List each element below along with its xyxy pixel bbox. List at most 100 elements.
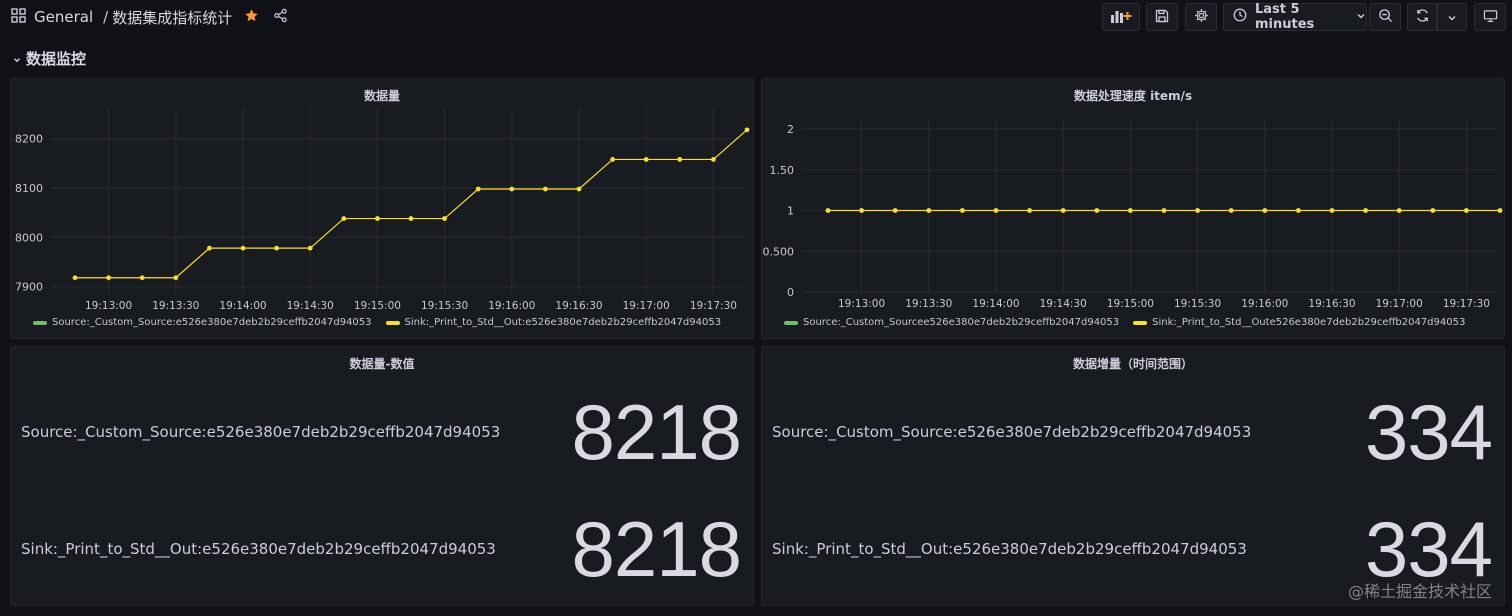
x-tick-label: 19:14:00: [972, 298, 1019, 310]
stat-label: Source:_Custom_Source:e526e380e7deb2b29c…: [21, 423, 501, 441]
share-icon[interactable]: [273, 8, 288, 27]
x-tick-label: 19:14:30: [287, 300, 334, 312]
x-tick-label: 19:15:00: [1107, 298, 1154, 310]
x-tick-label: 19:13:00: [838, 298, 885, 310]
processing-speed-line-chart: 0 0.500 1 1.50 2 19:13:00 19:13:30 19:14:00 19:1…: [763, 119, 1503, 310]
data-point: [375, 216, 380, 221]
row-header-toggle[interactable]: 数据监控: [13, 48, 86, 69]
data-point: [1497, 208, 1503, 213]
legend-swatch: [1133, 320, 1148, 325]
x-tick-label: 19:16:30: [1308, 298, 1355, 310]
row-title: 数据监控: [26, 50, 87, 68]
data-point: [643, 157, 649, 162]
data-point: [576, 186, 582, 192]
x-tick-label: 19:13:00: [85, 300, 132, 312]
data-point: [1363, 208, 1368, 213]
refresh-icon: [1415, 8, 1430, 27]
x-tick-label: 19:13:30: [905, 298, 952, 310]
data-point: [610, 157, 615, 162]
chevron-down-icon: [13, 50, 21, 68]
data-point: [207, 245, 212, 251]
data-point: [475, 186, 481, 192]
zoom-out-button[interactable]: [1369, 3, 1401, 31]
panel-title[interactable]: 数据处理速度 item/s: [1073, 89, 1193, 103]
x-tick-label: 19:13:30: [152, 300, 199, 312]
legend-item-sink[interactable]: Sink:_Print_to_Std__Out:e526e380e7deb2b2…: [385, 317, 722, 328]
data-point: [106, 275, 111, 281]
legend-swatch: [33, 320, 47, 325]
save-dashboard-button[interactable]: [1146, 3, 1178, 31]
dashboard-title[interactable]: 数据集成指标统计: [112, 8, 233, 27]
legend-label: Sink:_Print_to_Std__Oute526e380e7deb2b29…: [1152, 317, 1466, 328]
breadcrumb-separator: /: [103, 8, 109, 26]
breadcrumb: General / 数据集成指标统计: [11, 6, 288, 28]
x-tick-label: 19:17:00: [623, 300, 670, 312]
data-point: [1430, 208, 1436, 213]
legend-item-sink[interactable]: Sink:_Print_to_Std__Oute526e380e7deb2b29…: [1133, 317, 1465, 328]
refresh-button[interactable]: [1407, 3, 1437, 31]
data-point: [509, 186, 515, 192]
data-point: [825, 208, 831, 213]
data-volume-line-chart: 7900 8000 8100 8200 19:13:00 19:13:30 19:14:00…: [15, 109, 750, 312]
monitor-icon: [1483, 8, 1498, 27]
y-tick-label: 8000: [15, 231, 43, 244]
data-point: [1128, 208, 1133, 213]
stat-value: 8218: [571, 505, 742, 593]
tv-mode-button[interactable]: [1474, 3, 1506, 31]
add-panel-button[interactable]: [1102, 3, 1140, 31]
zoom-out-icon: [1378, 8, 1393, 27]
stat-label: Sink:_Print_to_Std__Out:e526e380e7deb2b2…: [21, 540, 496, 558]
data-point: [1296, 208, 1301, 213]
dashboards-grid-icon[interactable]: [11, 7, 26, 27]
dashboard-settings-button[interactable]: [1185, 3, 1217, 31]
panel-data-volume-chart[interactable]: 数据量 7900 8000 8100 8200 19:13:00 19:13:30 19:1…: [10, 78, 754, 339]
top-navbar: General / 数据集成指标统计 Last 5 minutes: [0, 0, 1512, 34]
folder-link[interactable]: General: [34, 8, 94, 26]
x-tick-label: 19:15:30: [421, 300, 468, 312]
star-icon[interactable]: [244, 8, 259, 27]
data-point: [1329, 208, 1335, 213]
panel-title[interactable]: 数据量-数值: [349, 357, 415, 371]
legend-item-source[interactable]: Source:_Custom_Source:e526e380e7deb2b29c…: [33, 317, 372, 328]
data-point: [1195, 208, 1200, 213]
legend-swatch: [784, 320, 798, 325]
data-point: [1060, 208, 1066, 213]
x-tick-label: 19:15:30: [1174, 298, 1221, 310]
data-point: [72, 275, 78, 281]
x-tick-label: 19:14:30: [1040, 298, 1087, 310]
data-point: [960, 208, 965, 213]
panel-title[interactable]: 数据增量（时间范围）: [1072, 357, 1193, 371]
stat-value: 334: [1364, 388, 1493, 476]
y-tick-label: 8200: [15, 133, 43, 146]
data-point: [1027, 208, 1032, 213]
x-tick-label: 19:17:30: [1443, 298, 1490, 310]
x-tick-label: 19:17:30: [690, 300, 737, 312]
time-range-picker[interactable]: Last 5 minutes: [1223, 2, 1367, 32]
y-tick-label: 1.50: [770, 164, 795, 177]
panel-data-increase-stat[interactable]: 数据增量（时间范围） Source:_Custom_Source:e526e38…: [761, 346, 1505, 606]
data-point: [859, 208, 864, 213]
data-point: [408, 216, 414, 221]
x-tick-label: 19:14:00: [219, 300, 266, 312]
data-point: [711, 157, 716, 162]
panel-title[interactable]: 数据量: [363, 89, 400, 103]
y-tick-label: 2: [787, 123, 794, 136]
data-point: [677, 157, 683, 162]
data-point: [1094, 208, 1100, 213]
data-point: [744, 127, 750, 133]
data-point: [1464, 208, 1469, 213]
panel-data-volume-stat[interactable]: 数据量-数值 Source:_Custom_Source:e526e380e7d…: [10, 346, 754, 606]
gear-icon: [1194, 8, 1209, 27]
panel-processing-speed-chart[interactable]: 数据处理速度 item/s 0 0.500 1 1.50 2 19:13:00 19:13:…: [761, 78, 1505, 339]
y-tick-label: 0.500: [763, 245, 795, 258]
x-tick-label: 19:15:00: [354, 300, 401, 312]
data-point: [892, 208, 898, 213]
data-point: [274, 245, 279, 251]
legend-item-source[interactable]: Source:_Custom_Sourcee526e380e7deb2b29ce…: [784, 317, 1119, 328]
refresh-interval-dropdown[interactable]: [1437, 3, 1467, 31]
chevron-down-icon: [1447, 8, 1457, 27]
legend-label: Sink:_Print_to_Std__Out:e526e380e7deb2b2…: [404, 317, 722, 328]
legend-label: Source:_Custom_Source:e526e380e7deb2b29c…: [52, 317, 372, 328]
x-tick-label: 19:16:00: [488, 300, 535, 312]
x-tick-label: 19:16:00: [1241, 298, 1288, 310]
